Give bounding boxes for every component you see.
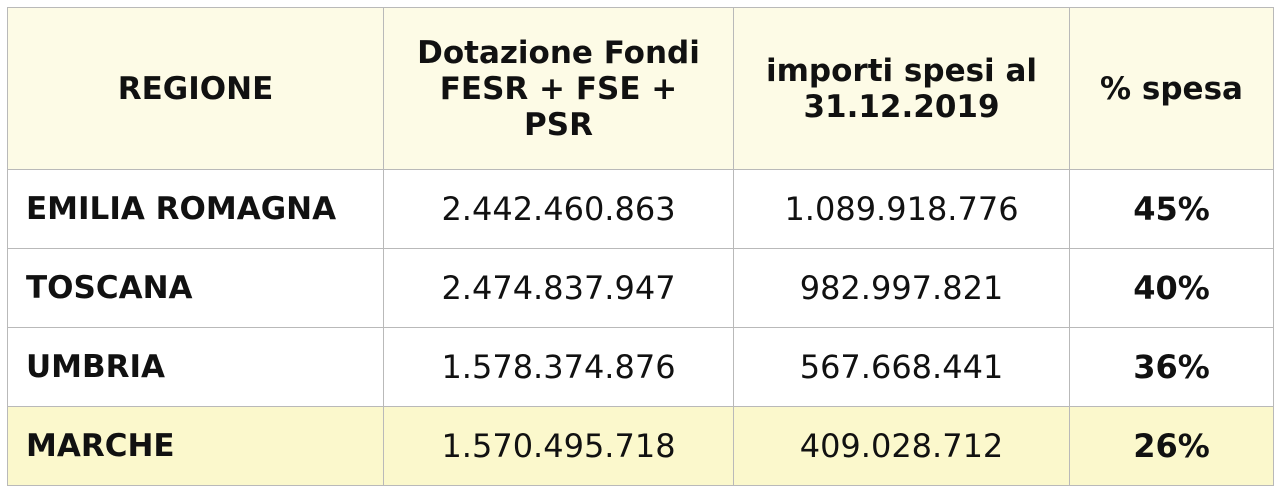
header-importi-text: importi spesi al 31.12.2019 [765, 52, 1038, 125]
cell-dotazione: 1.570.495.718 [383, 406, 734, 486]
header-perc: % spesa [1069, 7, 1274, 170]
table-row: MARCHE 1.570.495.718 409.028.712 26% [7, 406, 1274, 486]
cell-dotazione: 2.474.837.947 [383, 248, 734, 328]
header-importi: importi spesi al 31.12.2019 [733, 7, 1070, 170]
table-row: TOSCANA 2.474.837.947 982.997.821 40% [7, 248, 1274, 328]
header-dotazione-text: Dotazione Fondi FESR + FSE + PSR [417, 34, 700, 143]
table-body: EMILIA ROMAGNA 2.442.460.863 1.089.918.776… [7, 169, 1274, 486]
cell-dotazione: 1.578.374.876 [383, 327, 734, 407]
table-row: UMBRIA 1.578.374.876 567.668.441 36% [7, 327, 1274, 407]
cell-importi: 409.028.712 [733, 406, 1070, 486]
data-table-container: REGIONE Dotazione Fondi FESR + FSE + PSR… [7, 7, 1274, 486]
cell-importi: 567.668.441 [733, 327, 1070, 407]
cell-perc: 40% [1069, 248, 1274, 328]
cell-region: EMILIA ROMAGNA [7, 169, 384, 249]
cell-dotazione: 2.442.460.863 [383, 169, 734, 249]
cell-importi: 1.089.918.776 [733, 169, 1070, 249]
cell-region: TOSCANA [7, 248, 384, 328]
header-region: REGIONE [7, 7, 384, 170]
cell-perc: 45% [1069, 169, 1274, 249]
table-row: EMILIA ROMAGNA 2.442.460.863 1.089.918.776… [7, 169, 1274, 249]
header-dotazione: Dotazione Fondi FESR + FSE + PSR [383, 7, 734, 170]
cell-perc: 36% [1069, 327, 1274, 407]
cell-perc: 26% [1069, 406, 1274, 486]
cell-region: MARCHE [7, 406, 384, 486]
cell-importi: 982.997.821 [733, 248, 1070, 328]
regional-funds-table: REGIONE Dotazione Fondi FESR + FSE + PSR… [7, 7, 1274, 486]
cell-region: UMBRIA [7, 327, 384, 407]
header-row: REGIONE Dotazione Fondi FESR + FSE + PSR… [7, 7, 1274, 170]
